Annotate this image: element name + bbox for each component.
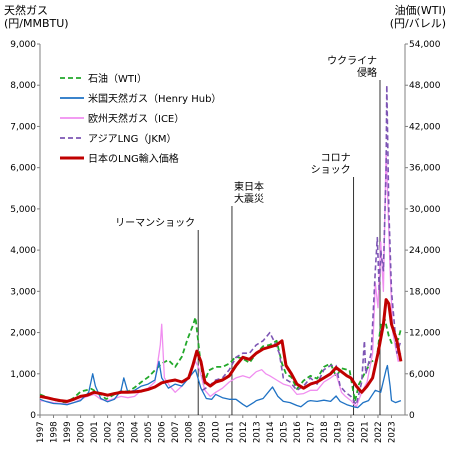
right-axis-title: 油価(WTI) xyxy=(395,3,446,17)
right-axis-ticks: 0 6,000 12,000 18,000 24,000 30,000 36,000 42,0… xyxy=(405,40,441,421)
legend-label-hh: 米国天然ガス（Henry Hub） xyxy=(88,92,221,105)
right-tick-label: 0 xyxy=(409,411,415,421)
x-tick-label: 2017 xyxy=(306,421,316,443)
x-tick-label: 1998 xyxy=(50,421,60,443)
x-tick-label: 2005 xyxy=(144,421,154,443)
legend-label-ice: 欧州天然ガス（ICE） xyxy=(88,112,184,125)
series-lines xyxy=(39,84,403,409)
left-tick-label: 2,000 xyxy=(10,329,36,339)
annotation-label: 大震災 xyxy=(234,192,264,205)
left-tick-label: 3,000 xyxy=(10,287,36,297)
left-axis-title: (円/MMBTU) xyxy=(4,17,69,30)
annotation-label: コロナ xyxy=(321,152,351,164)
series-line-wti xyxy=(39,316,402,404)
x-tick-label: 2015 xyxy=(279,421,289,443)
x-tick-label: 2000 xyxy=(77,421,87,443)
legend-label-wti: 石油（WTI） xyxy=(88,72,147,85)
x-tick-label: 2021 xyxy=(360,421,370,443)
x-tick-label: 2003 xyxy=(117,421,127,443)
right-tick-label: 12,000 xyxy=(409,329,441,339)
x-tick-label: 2009 xyxy=(198,421,208,443)
left-tick-label: 7,000 xyxy=(10,122,36,132)
annotation-label: ショック xyxy=(311,164,351,176)
right-tick-label: 6,000 xyxy=(409,370,435,380)
x-tick-label: 2016 xyxy=(293,421,303,443)
x-tick-label: 2008 xyxy=(185,421,195,443)
x-tick-label: 2011 xyxy=(225,421,235,443)
x-tick-label: 2023 xyxy=(387,421,397,443)
x-tick-label: 2022 xyxy=(374,421,384,443)
right-tick-label: 24,000 xyxy=(409,246,441,256)
x-tick-label: 2019 xyxy=(333,421,343,443)
right-tick-label: 36,000 xyxy=(409,164,441,174)
x-tick-label: 2010 xyxy=(212,421,222,443)
series-line-hh xyxy=(39,360,402,409)
axis-titles: 天然ガス(円/MMBTU) 油価(WTI)(円/バレル) xyxy=(4,3,446,30)
x-tick-label: 2007 xyxy=(171,421,181,443)
x-tick-label: 2018 xyxy=(320,421,330,443)
right-axis-title: (円/バレル) xyxy=(390,17,446,30)
right-tick-label: 30,000 xyxy=(409,205,441,215)
left-tick-label: 6,000 xyxy=(10,164,36,174)
x-tick-label: 2006 xyxy=(158,421,168,443)
x-tick-label: 2001 xyxy=(90,421,100,443)
legend-label-jlng: 日本のLNG輸入価格 xyxy=(88,152,179,165)
x-tick-label: 2002 xyxy=(104,421,114,443)
annotation-label: リーマンショック xyxy=(115,217,195,229)
legend-label-jkm: アジアLNG（JKM） xyxy=(88,133,177,145)
annotation-label: ウクライナ xyxy=(327,55,377,67)
left-tick-label: 5,000 xyxy=(10,205,36,215)
series-line-ice xyxy=(39,150,402,408)
right-tick-label: 54,000 xyxy=(409,40,441,50)
left-axis-title: 天然ガス xyxy=(4,3,48,17)
x-tick-label: 1999 xyxy=(63,421,73,443)
plot-frame xyxy=(39,44,406,416)
right-tick-label: 48,000 xyxy=(409,81,441,91)
x-tick-label: 2012 xyxy=(239,421,249,443)
left-tick-label: 9,000 xyxy=(10,40,36,50)
x-tick-label: 2020 xyxy=(347,421,357,443)
x-tick-label: 2014 xyxy=(266,421,276,443)
left-tick-label: 8,000 xyxy=(10,81,36,91)
left-tick-label: 4,000 xyxy=(10,246,36,256)
left-axis-ticks: 0 1,000 2,000 3,000 4,000 5,000 6,000 7,000 8,00… xyxy=(10,40,40,421)
x-axis-ticks: 1997 1998 1999 2000 2001 2002 2003 2004 2005 2006… xyxy=(36,415,397,443)
right-tick-label: 18,000 xyxy=(409,287,441,297)
series-line-jkm xyxy=(201,84,402,406)
x-tick-label: 2004 xyxy=(131,421,141,443)
legend: 石油（WTI） 米国天然ガス（Henry Hub） 欧州天然ガス（ICE） アジアLN… xyxy=(60,72,221,165)
annotation-label: 侵略 xyxy=(357,66,377,79)
x-tick-label: 1997 xyxy=(36,421,46,443)
annotation-label: 東日本 xyxy=(234,180,264,193)
left-tick-label: 1,000 xyxy=(10,370,36,380)
x-tick-label: 2013 xyxy=(252,421,262,443)
right-tick-label: 42,000 xyxy=(409,122,441,132)
left-tick-label: 0 xyxy=(30,411,36,421)
series-line-jlng xyxy=(39,298,403,403)
